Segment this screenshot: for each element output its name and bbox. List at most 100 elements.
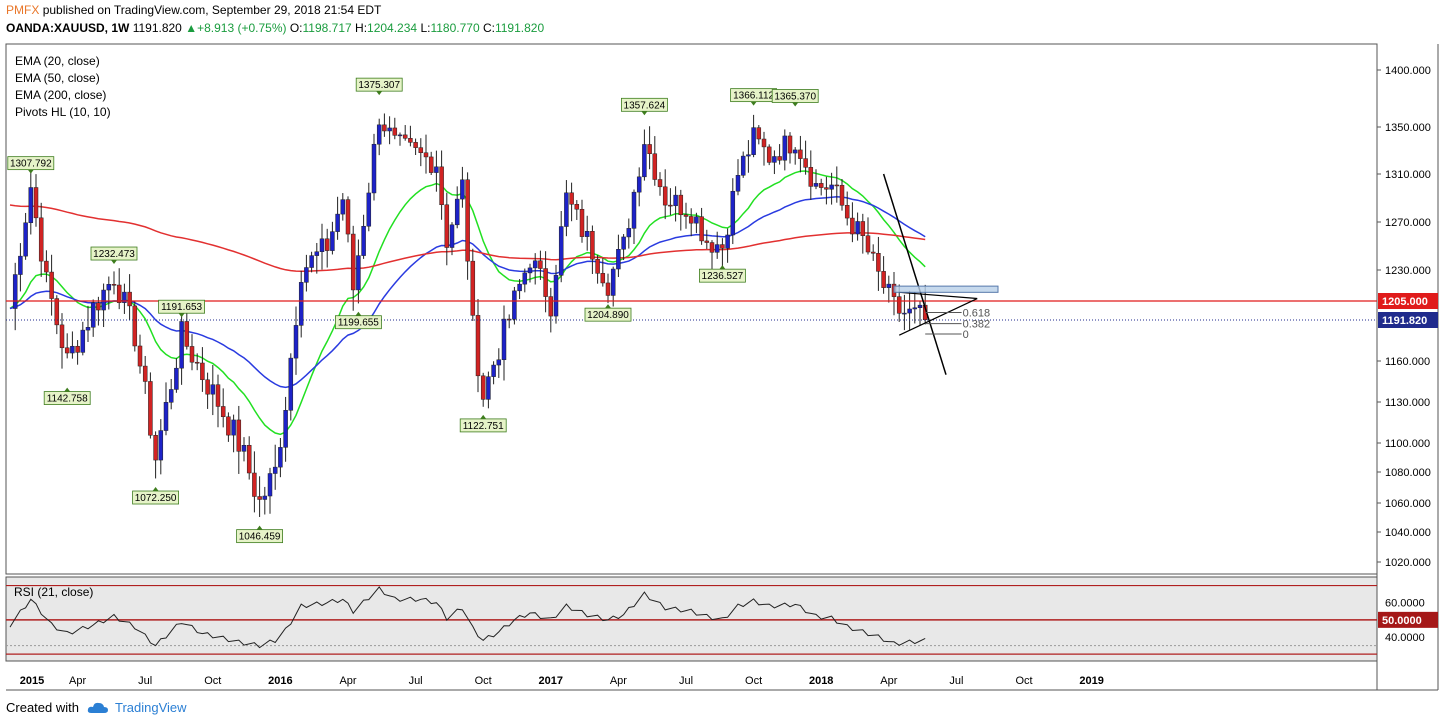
- candle[interactable]: [319, 223, 325, 270]
- pivot-label[interactable]: 1236.527: [699, 265, 746, 283]
- candle[interactable]: [839, 179, 845, 211]
- pivot-label[interactable]: 1357.624: [621, 97, 668, 116]
- candle[interactable]: [766, 144, 772, 166]
- candle[interactable]: [850, 202, 855, 243]
- candle[interactable]: [881, 256, 886, 294]
- candle[interactable]: [590, 225, 595, 275]
- triangle-upper-line[interactable]: [899, 291, 978, 300]
- candle[interactable]: [865, 217, 871, 255]
- candle[interactable]: [616, 234, 621, 278]
- candle[interactable]: [12, 262, 18, 331]
- candle[interactable]: [621, 234, 626, 261]
- trendline-down[interactable]: [882, 173, 947, 375]
- candle[interactable]: [38, 202, 44, 277]
- candle[interactable]: [408, 125, 413, 147]
- candle[interactable]: [532, 253, 538, 285]
- candle[interactable]: [132, 301, 138, 352]
- candle[interactable]: [725, 228, 730, 263]
- candle[interactable]: [917, 301, 923, 326]
- candle[interactable]: [460, 166, 465, 208]
- candle[interactable]: [127, 274, 132, 321]
- candle[interactable]: [85, 305, 91, 342]
- candle[interactable]: [657, 172, 663, 196]
- candle[interactable]: [392, 117, 398, 140]
- candle[interactable]: [59, 313, 65, 369]
- candle[interactable]: [818, 178, 824, 196]
- candle[interactable]: [512, 286, 517, 325]
- candle[interactable]: [366, 182, 372, 232]
- candle[interactable]: [231, 414, 236, 453]
- candle[interactable]: [465, 172, 470, 280]
- candle[interactable]: [740, 151, 746, 178]
- candle[interactable]: [636, 167, 642, 207]
- candle[interactable]: [699, 207, 704, 245]
- triangle-lower-line[interactable]: [898, 297, 978, 336]
- candle[interactable]: [168, 378, 174, 410]
- candle[interactable]: [886, 275, 892, 303]
- candle[interactable]: [148, 372, 153, 439]
- candle[interactable]: [720, 238, 725, 267]
- candle[interactable]: [600, 258, 606, 287]
- candle[interactable]: [855, 212, 860, 241]
- candle[interactable]: [626, 218, 632, 249]
- candle[interactable]: [298, 270, 304, 338]
- pivot-label[interactable]: 1307.792: [7, 156, 55, 174]
- candle[interactable]: [142, 355, 148, 394]
- candle[interactable]: [158, 419, 164, 475]
- candle[interactable]: [111, 271, 117, 295]
- candle[interactable]: [340, 193, 346, 221]
- candle[interactable]: [304, 254, 309, 292]
- candle[interactable]: [834, 166, 840, 203]
- candle[interactable]: [517, 279, 522, 300]
- price-pane[interactable]: [5, 43, 1378, 575]
- candle[interactable]: [792, 147, 798, 165]
- candle[interactable]: [345, 196, 351, 243]
- candle[interactable]: [673, 186, 678, 222]
- candle[interactable]: [491, 361, 496, 385]
- candle[interactable]: [454, 186, 460, 229]
- candle[interactable]: [735, 159, 741, 196]
- candle[interactable]: [350, 225, 356, 311]
- candle[interactable]: [361, 214, 366, 259]
- pivot-label[interactable]: 1122.751: [459, 414, 507, 433]
- candle[interactable]: [798, 135, 803, 173]
- candle[interactable]: [605, 273, 611, 304]
- candle[interactable]: [205, 372, 210, 409]
- candle[interactable]: [475, 299, 481, 393]
- candle[interactable]: [90, 299, 96, 337]
- candle[interactable]: [829, 172, 834, 205]
- candle[interactable]: [49, 254, 54, 316]
- candle[interactable]: [252, 451, 257, 513]
- candle[interactable]: [382, 113, 387, 137]
- candle[interactable]: [309, 251, 314, 273]
- pivot-label[interactable]: 1204.890: [584, 304, 632, 322]
- candle[interactable]: [574, 200, 580, 220]
- candle[interactable]: [813, 169, 819, 190]
- candle[interactable]: [428, 151, 434, 176]
- candle[interactable]: [730, 178, 736, 245]
- candle[interactable]: [787, 132, 793, 164]
- candle[interactable]: [356, 239, 361, 304]
- candle[interactable]: [418, 138, 424, 167]
- candle[interactable]: [236, 405, 242, 474]
- candle[interactable]: [642, 129, 647, 181]
- candle[interactable]: [553, 264, 559, 324]
- pivot-label[interactable]: 1199.655: [334, 311, 382, 330]
- candle[interactable]: [226, 412, 231, 442]
- candle[interactable]: [808, 150, 814, 201]
- candle[interactable]: [101, 283, 106, 328]
- pivot-label[interactable]: 1375.307: [355, 77, 403, 96]
- candle[interactable]: [470, 248, 476, 322]
- candle[interactable]: [907, 290, 912, 330]
- candle[interactable]: [75, 340, 80, 365]
- candle[interactable]: [610, 266, 616, 307]
- candle[interactable]: [70, 331, 75, 359]
- candle[interactable]: [579, 199, 585, 243]
- candle[interactable]: [860, 213, 866, 254]
- candle[interactable]: [220, 388, 226, 428]
- candle[interactable]: [486, 371, 491, 409]
- pivot-label[interactable]: 1046.459: [236, 525, 284, 544]
- candle[interactable]: [772, 150, 777, 175]
- candle[interactable]: [652, 136, 658, 186]
